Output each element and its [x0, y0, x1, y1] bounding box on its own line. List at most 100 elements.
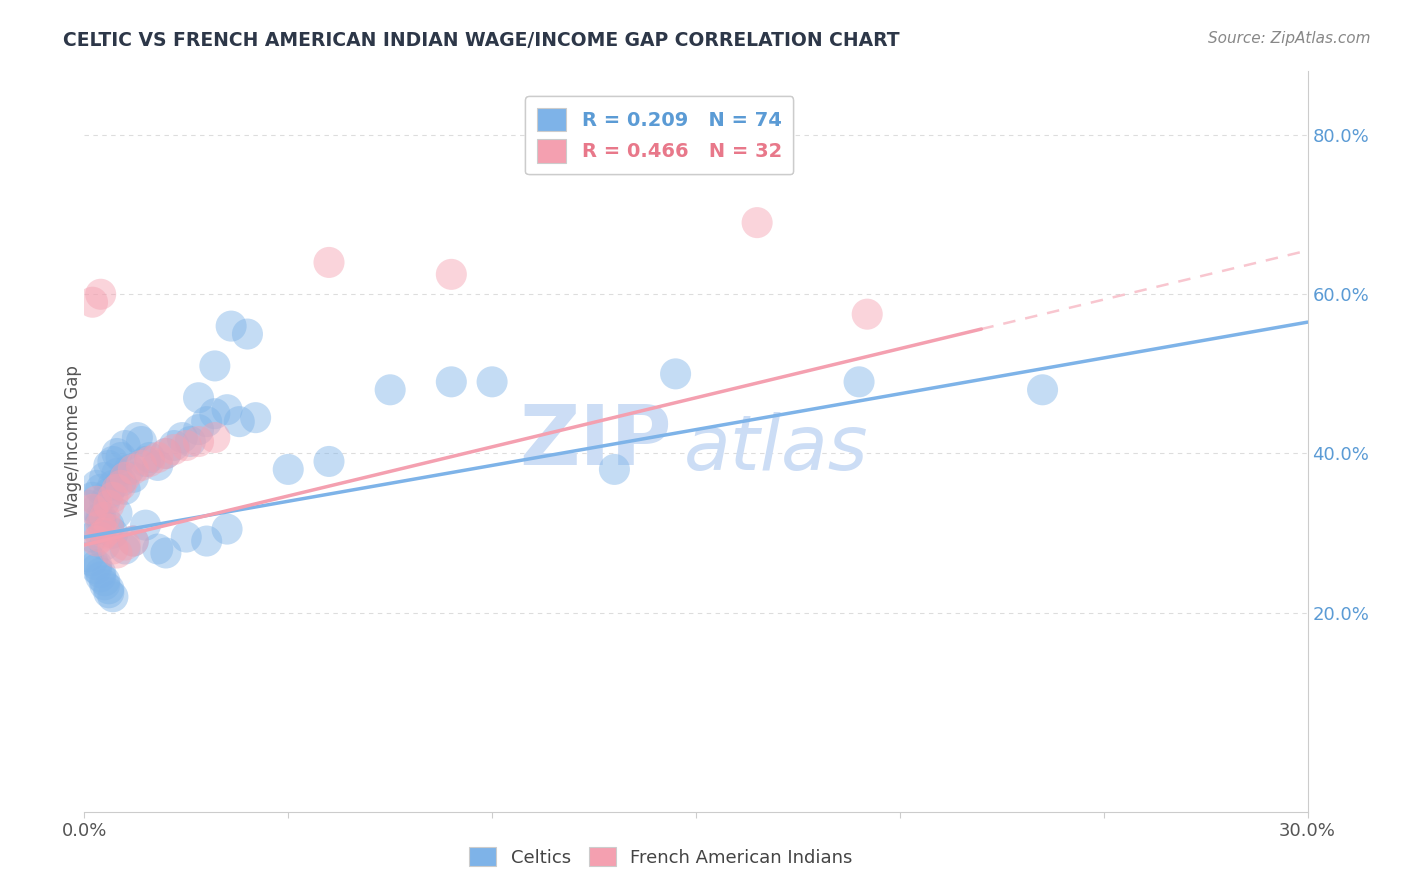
Point — [90, 518, 112, 533]
Point — [86, 558, 108, 572]
Point — [97, 522, 120, 536]
Point — [86, 562, 108, 576]
Point — [245, 410, 267, 425]
Point — [105, 546, 128, 560]
Point — [114, 470, 136, 484]
Point — [93, 578, 115, 592]
Point — [101, 478, 124, 492]
Legend: R = 0.209   N = 74, R = 0.466   N = 32: R = 0.209 N = 74, R = 0.466 N = 32 — [524, 95, 793, 175]
Point — [114, 483, 136, 497]
Point — [122, 534, 145, 549]
Point — [163, 442, 186, 457]
Y-axis label: Wage/Income Gap: Wage/Income Gap — [65, 366, 82, 517]
Point — [172, 431, 194, 445]
Point — [114, 538, 136, 552]
Point — [90, 483, 112, 497]
Point — [97, 498, 120, 512]
Point — [187, 434, 209, 449]
Point — [114, 541, 136, 556]
Point — [93, 510, 115, 524]
Text: CELTIC VS FRENCH AMERICAN INDIAN WAGE/INCOME GAP CORRELATION CHART: CELTIC VS FRENCH AMERICAN INDIAN WAGE/IN… — [63, 31, 900, 50]
Point — [77, 549, 100, 564]
Point — [217, 522, 239, 536]
Point — [135, 518, 157, 533]
Point — [380, 383, 402, 397]
Point — [204, 359, 226, 373]
Point — [146, 458, 169, 473]
Point — [603, 462, 626, 476]
Point — [481, 375, 503, 389]
Point — [86, 534, 108, 549]
Point — [204, 407, 226, 421]
Point — [146, 541, 169, 556]
Point — [105, 446, 128, 460]
Point — [97, 486, 120, 500]
Point — [122, 462, 145, 476]
Point — [236, 327, 259, 342]
Point — [90, 510, 112, 524]
Point — [318, 454, 340, 468]
Text: ZIP: ZIP — [519, 401, 672, 482]
Point — [195, 534, 218, 549]
Point — [1032, 383, 1054, 397]
Point — [174, 530, 197, 544]
Point — [747, 216, 769, 230]
Point — [90, 570, 112, 584]
Point — [101, 454, 124, 468]
Point — [195, 415, 218, 429]
Point — [97, 458, 120, 473]
Point — [127, 431, 149, 445]
Point — [82, 530, 104, 544]
Point — [77, 498, 100, 512]
Point — [146, 450, 169, 465]
Point — [93, 574, 115, 588]
Point — [101, 526, 124, 541]
Point — [856, 307, 879, 321]
Point — [90, 530, 112, 544]
Point — [155, 446, 177, 460]
Point — [131, 434, 153, 449]
Point — [163, 438, 186, 452]
Point — [101, 590, 124, 604]
Point — [138, 454, 160, 468]
Point — [82, 490, 104, 504]
Point — [93, 526, 115, 541]
Point — [82, 502, 104, 516]
Point — [82, 554, 104, 568]
Point — [86, 494, 108, 508]
Point — [187, 423, 209, 437]
Point — [93, 494, 115, 508]
Point — [114, 438, 136, 452]
Point — [131, 458, 153, 473]
Point — [105, 467, 128, 481]
Point — [105, 483, 128, 497]
Point — [101, 490, 124, 504]
Point — [174, 438, 197, 452]
Point — [440, 268, 463, 282]
Point — [204, 431, 226, 445]
Point — [110, 478, 132, 492]
Point — [187, 391, 209, 405]
Point — [90, 287, 112, 301]
Point — [217, 402, 239, 417]
Point — [135, 454, 157, 468]
Point — [93, 538, 115, 552]
Point — [105, 506, 128, 520]
Point — [138, 450, 160, 465]
Legend: Celtics, French American Indians: Celtics, French American Indians — [461, 840, 860, 874]
Point — [82, 295, 104, 310]
Point — [97, 586, 120, 600]
Point — [90, 566, 112, 580]
Point — [848, 375, 870, 389]
Point — [122, 470, 145, 484]
Point — [101, 541, 124, 556]
Point — [440, 375, 463, 389]
Point — [318, 255, 340, 269]
Point — [86, 522, 108, 536]
Point — [97, 582, 120, 596]
Text: Source: ZipAtlas.com: Source: ZipAtlas.com — [1208, 31, 1371, 46]
Point — [277, 462, 299, 476]
Point — [219, 319, 242, 334]
Point — [97, 518, 120, 533]
Point — [122, 534, 145, 549]
